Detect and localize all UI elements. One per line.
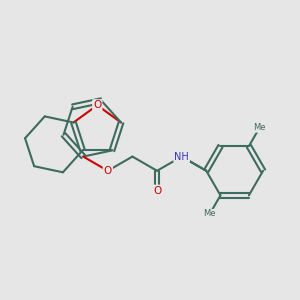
Text: O: O bbox=[153, 186, 161, 196]
Text: O: O bbox=[93, 100, 101, 110]
Text: O: O bbox=[104, 166, 112, 176]
Text: Me: Me bbox=[204, 209, 216, 218]
Text: Me: Me bbox=[253, 123, 266, 132]
Text: NH: NH bbox=[174, 152, 189, 162]
